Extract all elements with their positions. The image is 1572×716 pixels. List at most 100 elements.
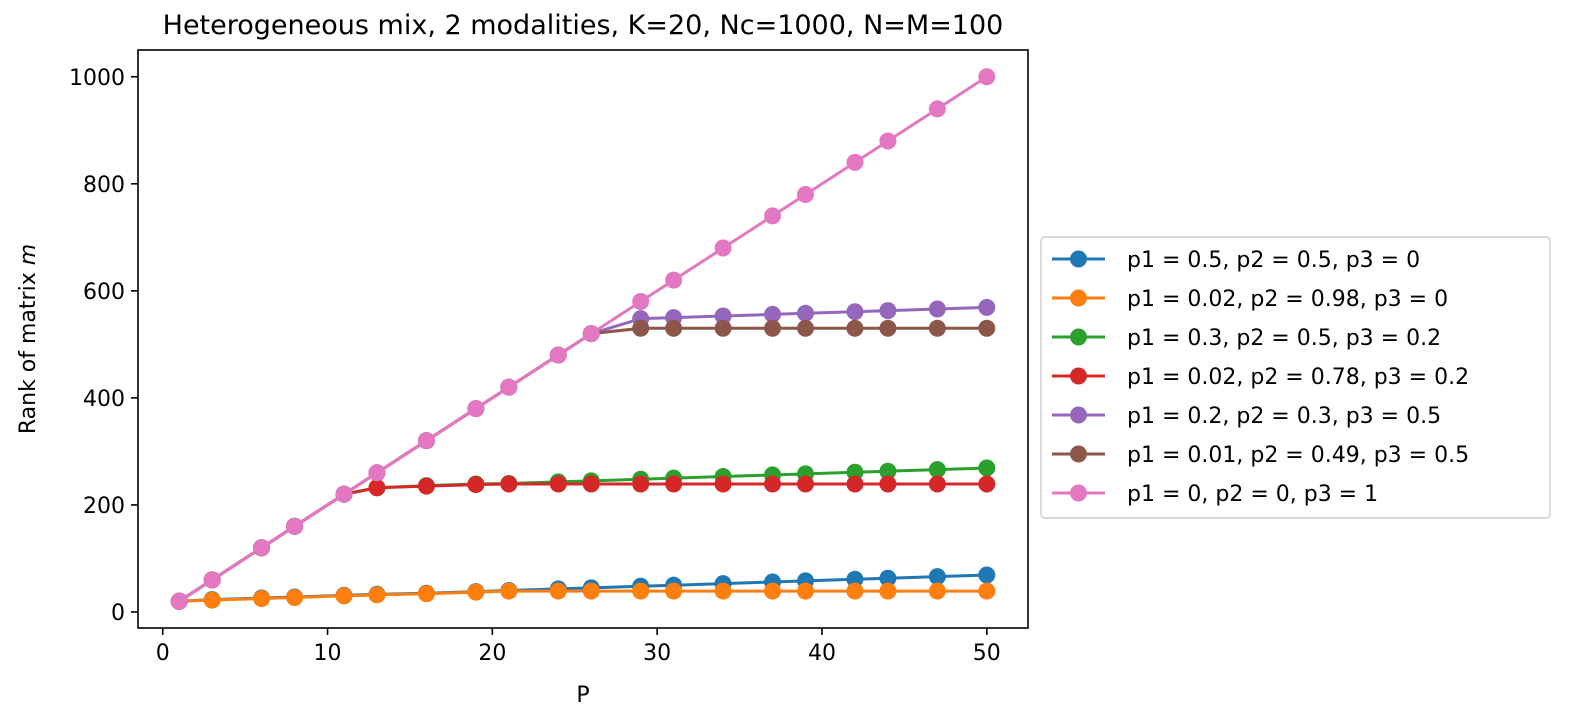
- series-7: [170, 68, 996, 610]
- data-point: [846, 153, 864, 171]
- data-point: [467, 400, 485, 418]
- data-point: [335, 485, 353, 503]
- data-point: [879, 569, 897, 587]
- data-point: [797, 304, 814, 322]
- y-axis-label: Rank of matrix m: [16, 244, 41, 434]
- data-point: [253, 539, 271, 557]
- data-point: [549, 582, 567, 600]
- data-point: [203, 591, 221, 609]
- data-point: [846, 475, 864, 493]
- series-line: [178, 482, 987, 603]
- data-point: [846, 463, 864, 481]
- legend-marker: [1070, 445, 1087, 463]
- x-tick-label: 10: [314, 641, 342, 666]
- data-point: [286, 588, 304, 606]
- data-point: [714, 475, 732, 493]
- legend-marker: [1070, 484, 1087, 502]
- data-point: [632, 475, 650, 493]
- data-point: [797, 475, 814, 493]
- data-point: [764, 319, 782, 337]
- data-point: [846, 582, 864, 600]
- data-point: [632, 293, 650, 311]
- y-tick-label: 1000: [69, 66, 125, 91]
- legend-item: p1 = 0.3, p2 = 0.5, p3 = 0.2: [1052, 326, 1441, 351]
- data-point: [582, 325, 600, 343]
- series-line: [178, 305, 987, 603]
- legend-marker: [1070, 367, 1087, 385]
- y-tick-label: 0: [111, 601, 125, 626]
- data-point: [978, 68, 996, 86]
- x-axis-label: P: [576, 683, 589, 708]
- plot-frame: [137, 49, 1029, 629]
- data-point: [714, 239, 732, 257]
- legend-marker: [1070, 250, 1087, 268]
- data-point: [879, 319, 897, 337]
- data-point: [665, 582, 683, 600]
- data-point: [764, 305, 782, 323]
- data-point: [846, 303, 864, 321]
- y-axis-label-text: Rank of matrix: [16, 265, 41, 434]
- data-point: [335, 587, 353, 605]
- data-point: [978, 459, 996, 477]
- series-line: [178, 326, 987, 603]
- data-point: [978, 475, 996, 493]
- data-point: [928, 582, 946, 600]
- x-axis: 0 10 20 30 40 50: [156, 628, 1001, 666]
- legend-item: p1 = 0.02, p2 = 0.78, p3 = 0.2: [1052, 365, 1469, 390]
- data-point: [286, 517, 304, 535]
- data-point: [203, 571, 221, 589]
- data-point: [978, 298, 996, 316]
- x-tick-label: 30: [643, 641, 671, 666]
- data-point: [500, 582, 518, 600]
- data-point: [714, 582, 732, 600]
- data-point: [846, 319, 864, 337]
- plot-area: [170, 68, 996, 610]
- legend-label: p1 = 0.02, p2 = 0.78, p3 = 0.2: [1127, 365, 1469, 390]
- legend-frame: [1040, 236, 1551, 519]
- data-point: [714, 307, 732, 325]
- legend-label: p1 = 0.01, p2 = 0.49, p3 = 0.5: [1127, 443, 1469, 468]
- data-point: [978, 566, 996, 584]
- data-point: [582, 582, 600, 600]
- legend-label: p1 = 0.5, p2 = 0.5, p3 = 0: [1127, 248, 1420, 273]
- legend-item: p1 = 0.01, p2 = 0.49, p3 = 0.5: [1052, 443, 1469, 468]
- data-point: [665, 319, 683, 337]
- data-point: [368, 464, 386, 482]
- data-point: [879, 582, 897, 600]
- data-point: [665, 475, 683, 493]
- x-tick-label: 20: [478, 641, 506, 666]
- data-point: [928, 475, 946, 493]
- data-point: [467, 476, 485, 494]
- data-point: [582, 475, 600, 493]
- data-point: [549, 475, 567, 493]
- data-point: [879, 475, 897, 493]
- data-point: [500, 378, 518, 396]
- y-tick-label: 800: [83, 173, 125, 198]
- data-point: [632, 319, 650, 337]
- y-axis: 0 200 400 600 800 1000: [69, 66, 138, 626]
- data-point: [253, 590, 271, 608]
- data-point: [417, 432, 435, 450]
- legend-label: p1 = 0, p2 = 0, p3 = 1: [1127, 482, 1378, 507]
- data-point: [764, 582, 782, 600]
- data-point: [417, 477, 435, 495]
- data-point: [764, 475, 782, 493]
- data-point: [928, 319, 946, 337]
- series-2: [170, 582, 996, 610]
- y-tick-label: 200: [83, 494, 125, 519]
- data-point: [467, 583, 485, 601]
- data-point: [928, 461, 946, 479]
- data-point: [714, 319, 732, 337]
- legend-item: p1 = 0.02, p2 = 0.98, p3 = 0: [1052, 287, 1448, 312]
- data-point: [978, 319, 996, 337]
- legend-label: p1 = 0.02, p2 = 0.98, p3 = 0: [1127, 287, 1448, 312]
- data-point: [978, 582, 996, 600]
- y-axis-label-variable: m: [16, 244, 41, 265]
- y-tick-label: 400: [83, 387, 125, 412]
- data-point: [500, 475, 518, 493]
- data-point: [764, 207, 782, 225]
- data-point: [549, 346, 567, 364]
- legend-item: p1 = 0.2, p2 = 0.3, p3 = 0.5: [1052, 404, 1441, 429]
- data-point: [665, 271, 683, 289]
